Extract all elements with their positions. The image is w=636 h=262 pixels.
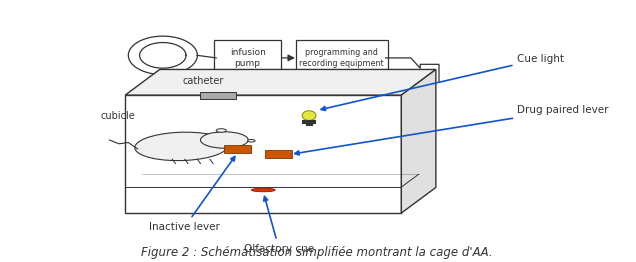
Text: infusion
pump: infusion pump	[230, 48, 265, 68]
Ellipse shape	[216, 129, 226, 132]
Text: Figure 2 : Schématisation simplifiée montrant la cage d'AA.: Figure 2 : Schématisation simplifiée mon…	[141, 246, 492, 259]
Ellipse shape	[247, 139, 255, 142]
FancyBboxPatch shape	[214, 40, 281, 75]
Text: programming and
recording equipment: programming and recording equipment	[300, 48, 384, 68]
Polygon shape	[401, 69, 436, 213]
Ellipse shape	[251, 188, 275, 192]
Text: Olfactory cue: Olfactory cue	[244, 196, 314, 254]
Text: Drug paired lever: Drug paired lever	[295, 105, 609, 155]
FancyBboxPatch shape	[225, 145, 251, 153]
Ellipse shape	[302, 111, 316, 121]
Text: catheter: catheter	[183, 76, 225, 86]
FancyBboxPatch shape	[200, 92, 236, 99]
Ellipse shape	[200, 132, 248, 148]
Polygon shape	[125, 69, 436, 95]
Text: Cue light: Cue light	[321, 54, 565, 111]
FancyBboxPatch shape	[296, 40, 387, 75]
Ellipse shape	[135, 132, 228, 161]
FancyBboxPatch shape	[265, 150, 291, 159]
Text: Inactive lever: Inactive lever	[149, 157, 235, 232]
Text: cubicle: cubicle	[100, 111, 135, 121]
